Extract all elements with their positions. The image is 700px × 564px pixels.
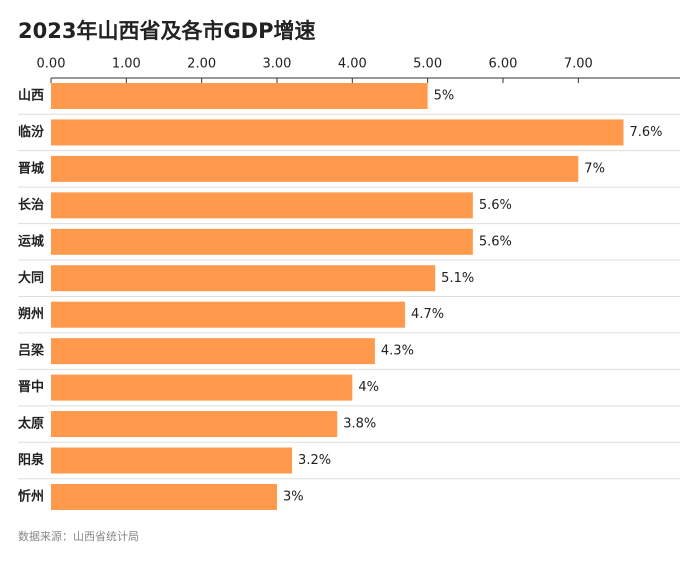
source-note: 数据来源：山西省统计局 <box>18 529 139 543</box>
x-tick-label: 7.00 <box>564 57 593 72</box>
bar <box>51 338 375 365</box>
bar <box>51 119 624 146</box>
bar <box>51 411 338 438</box>
x-tick-label: 1.00 <box>112 57 141 72</box>
y-tick-label: 山西 <box>18 88 44 104</box>
value-label: 4.3% <box>381 344 414 359</box>
bar <box>51 265 436 292</box>
bar <box>51 228 473 255</box>
y-tick-label: 吕梁 <box>18 343 45 359</box>
y-tick-label: 阳泉 <box>18 452 45 468</box>
bar <box>51 155 579 182</box>
chart-title: 2023年山西省及各市GDP增速 <box>18 19 316 43</box>
value-label: 3.8% <box>343 417 376 432</box>
value-label: 4.7% <box>411 307 444 322</box>
value-label: 3.2% <box>298 453 331 468</box>
y-tick-label: 忻州 <box>18 488 44 504</box>
y-tick-label: 太原 <box>17 416 44 432</box>
y-tick-label: 运城 <box>18 233 44 249</box>
value-label: 4% <box>358 380 379 395</box>
y-tick-label: 朔州 <box>18 306 44 322</box>
x-tick-label: 4.00 <box>338 57 367 72</box>
value-label: 5% <box>434 89 455 104</box>
bar <box>51 483 277 510</box>
bar <box>51 374 353 401</box>
y-tick-label: 长治 <box>18 197 44 213</box>
value-label: 5.1% <box>441 271 474 286</box>
bar <box>51 301 406 328</box>
y-tick-label: 临汾 <box>18 124 44 140</box>
value-label: 5.6% <box>479 198 512 213</box>
y-tick-label: 晋城 <box>18 160 44 176</box>
y-tick-label: 大同 <box>18 270 44 286</box>
bar <box>51 83 428 109</box>
value-label: 7% <box>584 161 605 176</box>
x-tick-label: 6.00 <box>488 57 517 72</box>
x-tick-label: 2.00 <box>187 57 216 72</box>
value-label: 3% <box>283 489 304 504</box>
bar <box>51 192 473 219</box>
value-label: 7.6% <box>630 125 663 140</box>
y-tick-label: 晋中 <box>18 379 44 395</box>
value-label: 5.6% <box>479 234 512 249</box>
x-tick-label: 0.00 <box>37 57 66 72</box>
bar <box>51 447 293 474</box>
x-tick-label: 5.00 <box>413 57 442 72</box>
x-tick-label: 3.00 <box>263 57 292 72</box>
